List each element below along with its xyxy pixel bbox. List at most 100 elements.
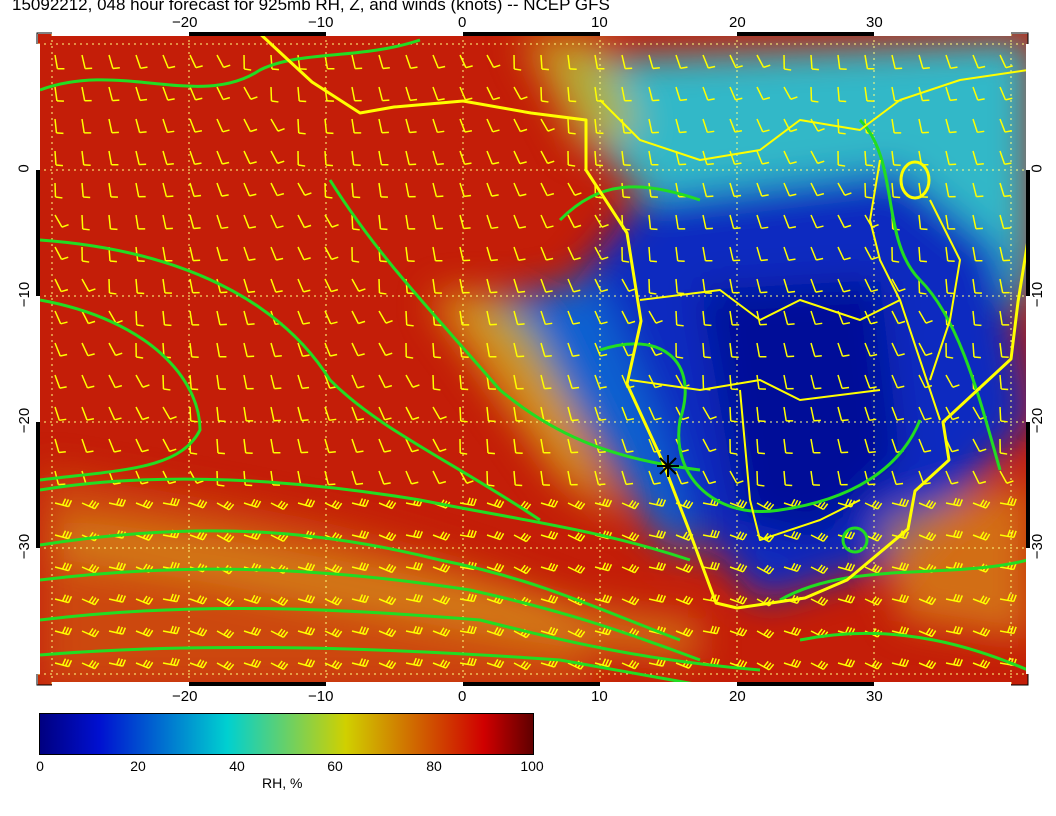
wind-barb-flag — [709, 529, 714, 537]
wind-barb-flag — [1005, 97, 1013, 101]
wind-barb-flag — [473, 530, 477, 538]
wind-barb-flag — [436, 195, 444, 198]
wind-barb-flag — [547, 626, 553, 634]
wind-barb-staff — [486, 54, 495, 68]
wind-barb — [675, 278, 685, 295]
wind-barb-staff — [324, 150, 327, 166]
wind-barb — [783, 246, 796, 261]
frame-bar-left — [36, 170, 40, 296]
wind-barb — [405, 214, 416, 230]
wind-barb-staff — [756, 182, 763, 197]
wind-barb-flag — [955, 658, 960, 666]
wind-barb — [459, 86, 473, 101]
wind-barb — [594, 278, 609, 293]
wind-barb-flag — [793, 531, 799, 539]
wind-barb-staff — [972, 470, 980, 484]
wind-barb-staff — [702, 438, 711, 452]
wind-barb-flag — [573, 257, 581, 261]
wind-barb — [243, 278, 256, 294]
wind-barb — [351, 594, 370, 604]
wind-barb — [459, 118, 473, 133]
wind-barb-flag — [895, 482, 904, 486]
wind-barb-staff — [432, 438, 441, 452]
wind-barb-staff — [567, 374, 573, 389]
wind-barb — [594, 594, 613, 604]
wind-barb-flag — [250, 498, 256, 506]
wind-barb-staff — [432, 150, 438, 165]
wind-barb — [162, 246, 173, 262]
wind-barb-flag — [282, 535, 289, 542]
wind-barb-flag — [904, 499, 910, 507]
wind-barb — [540, 562, 559, 572]
colorbar-tick: 0 — [36, 758, 44, 774]
wind-barb-flag — [688, 597, 694, 605]
wind-barb-flag — [196, 659, 202, 667]
wind-barb — [675, 150, 687, 166]
wind-barb-staff — [945, 86, 951, 101]
wind-barb — [189, 246, 201, 262]
wind-barb-flag — [628, 499, 634, 507]
frame-bar-top — [874, 32, 1011, 36]
wind-barb-staff — [756, 150, 763, 165]
wind-barb-flag — [628, 563, 634, 571]
wind-barb — [783, 150, 797, 165]
wind-barb-flag — [358, 530, 364, 538]
wind-barb-staff — [459, 54, 467, 69]
wind-barb — [945, 86, 958, 102]
wind-barb — [297, 118, 306, 135]
wind-barb-staff — [486, 310, 491, 325]
wind-barb — [81, 627, 100, 638]
wind-barb — [891, 182, 901, 199]
wind-barb-flag — [145, 660, 151, 668]
wind-barb — [108, 150, 119, 166]
wind-barb — [108, 438, 122, 453]
wind-barb — [945, 406, 960, 421]
wind-barb-flag — [256, 660, 262, 668]
wind-barb-flag — [733, 227, 741, 230]
wind-barb — [513, 342, 525, 358]
wind-barb-flag — [685, 628, 691, 636]
wind-barb-staff — [918, 214, 922, 230]
lat-tick: −10 — [16, 281, 34, 308]
wind-barb — [108, 278, 117, 295]
wind-barb-staff — [54, 438, 60, 453]
wind-barb — [189, 659, 208, 669]
wind-barb-staff — [486, 406, 490, 422]
wind-barb-flag — [493, 659, 499, 666]
wind-barb — [378, 470, 391, 485]
wind-barb — [729, 118, 743, 133]
wind-barb-staff — [756, 214, 763, 229]
wind-barb-staff — [891, 406, 898, 421]
wind-barb — [189, 470, 204, 484]
wind-barb-flag — [838, 132, 846, 135]
wind-barb-flag — [250, 96, 258, 100]
wind-barb — [135, 310, 144, 327]
wind-barb-flag — [709, 625, 714, 633]
wind-barb — [297, 658, 316, 668]
colorbar-tick: 20 — [130, 758, 146, 774]
wind-barb-flag — [202, 629, 208, 637]
wind-barb-flag — [418, 563, 423, 571]
wind-barb-staff — [216, 278, 222, 293]
wind-barb — [54, 278, 69, 293]
wind-barb-flag — [709, 657, 714, 665]
wind-barb-flag — [515, 484, 523, 487]
wind-barb — [567, 438, 579, 454]
wind-barb-flag — [545, 290, 553, 293]
wind-barb-flag — [141, 449, 149, 453]
wind-barb-staff — [702, 150, 708, 165]
wind-barb-staff — [432, 86, 439, 101]
wind-barb-staff — [486, 118, 494, 133]
wind-barb-staff — [270, 214, 278, 229]
wind-barb-flag — [601, 256, 609, 261]
wind-barb — [648, 278, 657, 295]
wind-barb-flag — [298, 164, 306, 167]
wind-barb — [756, 118, 770, 133]
wind-barb — [459, 657, 477, 667]
wind-barb-staff — [81, 406, 88, 421]
wind-barb-staff — [783, 150, 791, 165]
wind-barb — [945, 342, 954, 359]
wind-barb-staff — [594, 470, 600, 485]
wind-barb-staff — [729, 150, 736, 165]
wind-barb — [270, 596, 289, 607]
